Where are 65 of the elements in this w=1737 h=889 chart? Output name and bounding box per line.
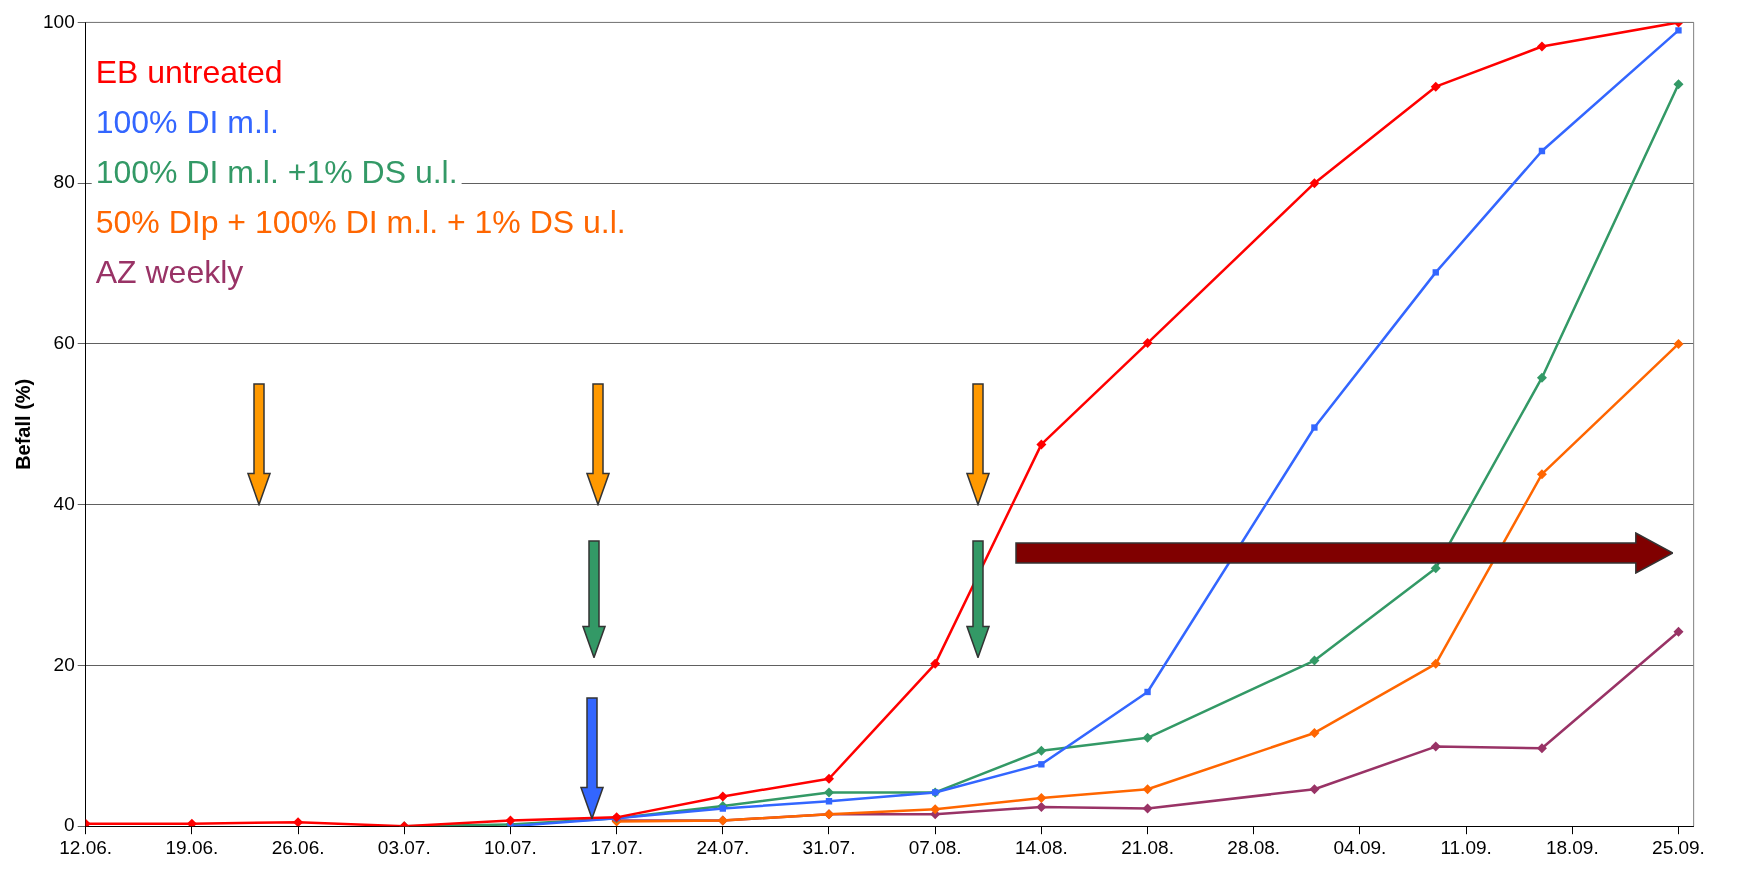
- x-tick-label: 14.08.: [1014, 836, 1068, 858]
- x-tick-label: 19.06.: [165, 836, 219, 858]
- point: [930, 804, 941, 815]
- point: [1309, 655, 1320, 666]
- y-tick-label: 20: [53, 653, 75, 675]
- point: [1142, 732, 1153, 743]
- x-tick-label: 24.07.: [696, 836, 750, 858]
- x-tick-label: 31.07.: [802, 836, 856, 858]
- point: [1536, 372, 1547, 383]
- point: [824, 773, 834, 784]
- x-tick-label: 12.06.: [59, 836, 113, 858]
- point: [1309, 784, 1320, 795]
- point: [1309, 178, 1320, 189]
- point: [1036, 793, 1047, 804]
- text: AZ weekly: [95, 254, 244, 291]
- text: 50% DIp + 100% DI m.l. + 1% DS u.l.: [95, 204, 626, 241]
- point: [717, 791, 728, 802]
- point: [1036, 439, 1047, 450]
- x-tick-label: 28.08.: [1227, 836, 1281, 858]
- point: [1144, 688, 1151, 696]
- y-axis-title: Befall (%): [11, 378, 34, 470]
- x-tick-label: 26.06.: [271, 836, 325, 858]
- point: [293, 817, 304, 827]
- point: [1673, 79, 1684, 90]
- point: [1536, 743, 1547, 754]
- point: [824, 787, 834, 798]
- x-tick-label: 03.07.: [377, 836, 431, 858]
- point: [1311, 424, 1318, 431]
- point: [1536, 469, 1547, 480]
- x-tick-label: 07.08.: [908, 836, 962, 858]
- point: [930, 658, 941, 669]
- point: [1675, 27, 1682, 34]
- x-tick-label: 10.07.: [484, 836, 537, 858]
- point: [505, 815, 516, 826]
- point: [1036, 745, 1047, 756]
- point: [1430, 81, 1441, 92]
- point: [1038, 761, 1045, 768]
- point: [186, 818, 197, 827]
- x-tick-label: 18.09.: [1545, 836, 1599, 858]
- point: [1673, 338, 1684, 349]
- y-tick-label: 80: [53, 171, 75, 193]
- point: [1432, 269, 1439, 276]
- point: [1536, 41, 1547, 52]
- point: [1142, 784, 1153, 795]
- point: [1309, 727, 1320, 738]
- point: [1430, 741, 1441, 752]
- point: [1142, 338, 1153, 349]
- point: [1430, 563, 1441, 574]
- x-tick-label: 25.09.: [1652, 836, 1705, 858]
- point: [1673, 626, 1684, 637]
- y-tick-label: 60: [53, 332, 75, 354]
- point: [1430, 658, 1441, 669]
- text: 100% DI m.l. +1% DS u.l.: [95, 154, 458, 191]
- x-tick-label: 17.07.: [590, 836, 644, 858]
- point: [719, 805, 726, 812]
- y-tick-label: 100: [43, 10, 75, 32]
- y-tick-label: 40: [53, 492, 75, 514]
- point: [1036, 801, 1047, 812]
- x-tick-label: 11.09.: [1440, 836, 1492, 858]
- y-tick-label: 0: [64, 814, 75, 836]
- point: [1142, 803, 1153, 814]
- x-tick-label: 21.08.: [1121, 836, 1174, 858]
- text: EB untreated: [95, 54, 283, 91]
- text: 100% DI m.l.: [95, 104, 279, 141]
- x-tick-label: 04.09.: [1333, 836, 1387, 858]
